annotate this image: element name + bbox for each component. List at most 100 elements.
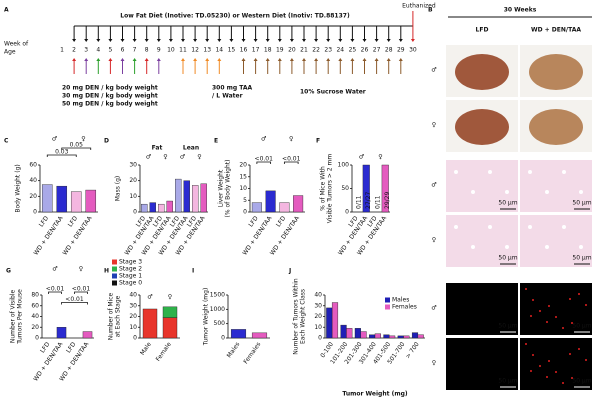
legend-label: Stage 3 xyxy=(119,259,142,266)
y-tick-label: 0 xyxy=(133,335,137,342)
arrow-head xyxy=(205,39,210,42)
bar xyxy=(369,334,376,339)
arrow-head xyxy=(265,58,270,61)
panel-letter: G xyxy=(6,268,11,275)
vessel xyxy=(454,170,458,174)
legend-label: Stage 2 xyxy=(119,266,142,273)
week-label: 30 xyxy=(409,47,417,54)
y-tick-label: 60 xyxy=(31,302,39,309)
legend-swatch xyxy=(112,273,117,279)
week-label: 22 xyxy=(312,47,320,54)
signal xyxy=(530,315,532,317)
arrow-head xyxy=(277,39,282,42)
arrow-head xyxy=(217,39,222,42)
y-tick-label: 10 xyxy=(129,193,137,200)
signal xyxy=(539,365,541,367)
signal xyxy=(562,382,564,384)
significance-bracket xyxy=(283,161,299,164)
arrow-head xyxy=(229,39,234,42)
bar xyxy=(381,164,389,213)
arrow-head xyxy=(96,39,101,42)
panel-letter: C xyxy=(4,138,9,145)
signal xyxy=(578,293,580,295)
vessel xyxy=(528,170,532,174)
signal xyxy=(569,298,571,300)
panel-letter: E xyxy=(214,138,218,145)
signal xyxy=(585,359,587,361)
arrow-head xyxy=(410,39,415,42)
arrow-head xyxy=(241,58,246,61)
legend-swatch xyxy=(112,266,117,272)
bar xyxy=(346,328,353,339)
y-axis-label: Tumors Per Mouse xyxy=(17,289,24,345)
micrograph xyxy=(520,338,592,390)
x-tick-label: Males xyxy=(226,341,242,359)
micrograph xyxy=(520,283,592,335)
treatment-label: 50 mg DEN / kg body weight xyxy=(62,101,158,108)
panel-letter: B xyxy=(428,7,433,14)
significance-bracket xyxy=(74,291,88,294)
bar xyxy=(192,185,199,213)
arrow-head xyxy=(144,58,149,61)
bar xyxy=(251,202,262,213)
x-tick-label: Female xyxy=(155,341,173,363)
week-label: 29 xyxy=(397,47,405,54)
y-tick-label: 40 xyxy=(129,292,137,299)
arrow-head xyxy=(72,39,77,42)
bar xyxy=(56,185,68,213)
bar xyxy=(82,331,93,339)
arrow-head xyxy=(84,39,89,42)
bar xyxy=(362,164,370,213)
y-tick-label: 50 xyxy=(341,185,349,192)
bar xyxy=(175,178,182,213)
arrow-head xyxy=(374,39,379,42)
week-label: 5 xyxy=(108,47,112,54)
bar xyxy=(85,189,97,213)
week-label: 7 xyxy=(133,47,137,54)
time-label: 30 Weeks xyxy=(504,7,537,14)
p-value: <0.01 xyxy=(255,156,274,163)
liver xyxy=(529,54,583,90)
y-axis-label: Number of Mice xyxy=(108,292,115,340)
arrow-head xyxy=(302,39,306,42)
bar xyxy=(326,307,333,339)
signal xyxy=(585,304,587,306)
arrow-head xyxy=(84,58,89,61)
week-label: 3 xyxy=(84,47,88,54)
week-label: 4 xyxy=(96,47,100,54)
panel-letter: F xyxy=(316,138,320,145)
micrograph xyxy=(446,338,518,390)
arrow-head xyxy=(350,58,355,61)
value-label: 0/11 xyxy=(355,195,362,209)
vessel xyxy=(545,190,549,194)
signal xyxy=(530,370,532,372)
axis xyxy=(324,295,425,339)
sex-symbol: ♂ xyxy=(52,136,57,143)
week-label: 1 xyxy=(60,47,64,54)
sex-symbol: ♂ xyxy=(431,67,436,74)
y-tick-label: 30 xyxy=(129,162,137,169)
y-tick-label: 5 xyxy=(243,197,247,204)
arrow-head xyxy=(350,39,355,42)
arrow-head xyxy=(362,39,367,42)
x-tick-label: Male xyxy=(139,341,153,357)
arrow-head xyxy=(314,58,319,61)
y-axis-label: Body Weight (g) xyxy=(15,164,22,212)
arrow-head xyxy=(156,39,161,42)
bar xyxy=(162,306,178,318)
p-value: 0.05 xyxy=(70,142,84,149)
sex-symbol: ♂ xyxy=(359,154,364,161)
week-axis-label: Age xyxy=(4,49,16,56)
arrow-head xyxy=(277,58,282,61)
x-tick-label: LFD xyxy=(38,215,50,229)
sex-symbol: ♀ xyxy=(168,294,172,301)
sex-symbol: ♀ xyxy=(432,122,436,129)
y-tick-label: 0 xyxy=(133,209,137,216)
scale-bar-label: 50 µm xyxy=(572,200,591,207)
micrograph xyxy=(446,160,518,212)
y-axis-label: at Each Stage xyxy=(115,295,122,337)
scale-bar-label: 50 µm xyxy=(572,323,591,330)
y-tick-label: 15 xyxy=(239,173,247,180)
signal xyxy=(555,316,557,318)
panel-letter: J xyxy=(288,268,291,275)
